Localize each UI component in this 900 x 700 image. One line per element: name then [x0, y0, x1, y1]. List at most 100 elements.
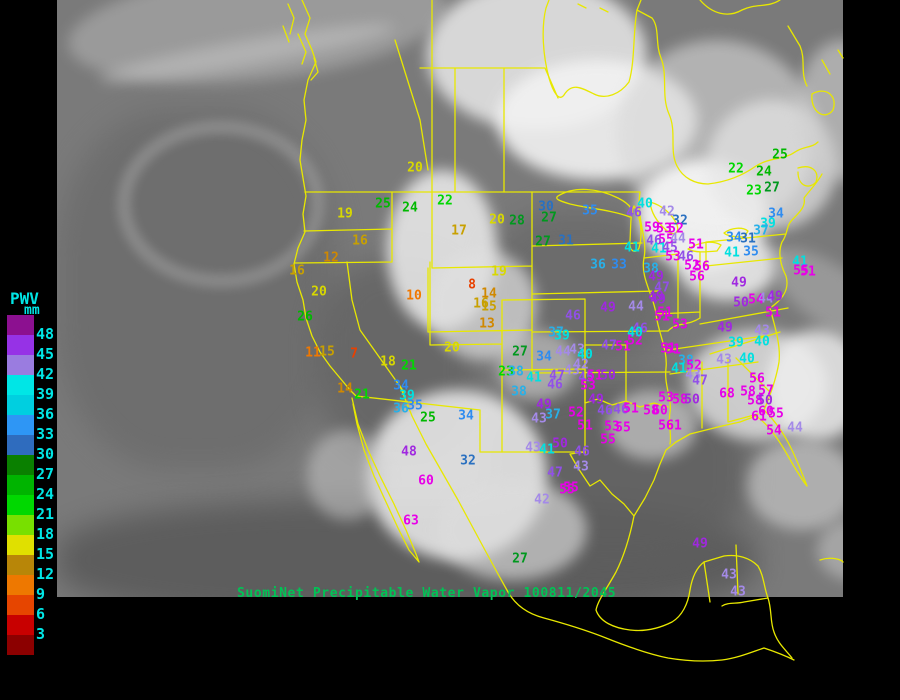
- station-pwv-value: 26: [297, 309, 313, 325]
- station-pwv-value: 43: [531, 411, 547, 427]
- station-pwv-value: 11: [305, 345, 321, 361]
- legend-label: 18: [36, 525, 55, 543]
- station-pwv-value: 34: [393, 378, 409, 394]
- station-pwv-value: 41: [624, 240, 640, 256]
- legend-label: 9: [36, 585, 46, 603]
- legend-label: 36: [36, 405, 55, 423]
- station-pwv-value: 33: [611, 257, 627, 273]
- station-pwv-value: 27: [512, 551, 528, 567]
- legend-label: 30: [36, 445, 55, 463]
- station-pwv-value: 32: [672, 213, 688, 229]
- station-pwv-value: 51: [577, 418, 593, 434]
- legend-swatch: [7, 515, 34, 535]
- station-pwv-value: 35: [582, 203, 598, 219]
- station-pwv-value: 22: [437, 193, 453, 209]
- station-pwv-value: 43: [754, 323, 770, 339]
- station-pwv-value: 47: [547, 465, 563, 481]
- station-pwv-value: 52: [568, 405, 584, 421]
- station-pwv-value: 46: [613, 402, 629, 418]
- station-pwv-value: 49: [731, 275, 747, 291]
- station-pwv-value: 16: [473, 296, 489, 312]
- station-pwv-value: 42: [534, 492, 550, 508]
- station-pwv-value: 49: [650, 292, 666, 308]
- station-pwv-value: 43: [569, 342, 585, 358]
- station-pwv-value: 37: [753, 223, 769, 239]
- station-pwv-value: 51: [587, 368, 603, 384]
- station-pwv-value: 55: [658, 232, 674, 248]
- station-pwv-value: 18: [380, 354, 396, 370]
- station-pwv-value: 51: [800, 264, 816, 280]
- station-pwv-value: 38: [678, 353, 694, 369]
- station-pwv-value: 45: [662, 240, 678, 256]
- station-pwv-value: 37: [545, 407, 561, 423]
- station-pwv-value: 43: [716, 352, 732, 368]
- station-pwv-value: 51: [615, 339, 631, 355]
- station-pwv-value: 47: [692, 373, 708, 389]
- station-pwv-value: 35: [407, 398, 423, 414]
- station-pwv-value: 12: [323, 250, 339, 266]
- station-pwv-value: 23: [498, 364, 514, 380]
- station-pwv-value: 50: [684, 392, 700, 408]
- station-pwv-value: 49: [600, 300, 616, 316]
- station-pwv-value: 46: [632, 321, 648, 337]
- station-pwv-value: 68: [719, 386, 735, 402]
- station-pwv-value: 52: [668, 221, 684, 237]
- station-pwv-value: 20: [311, 284, 327, 300]
- station-pwv-value: 35: [743, 244, 759, 260]
- station-pwv-value: 43: [564, 363, 580, 379]
- station-pwv-value: 50: [733, 295, 749, 311]
- legend-label: 15: [36, 545, 55, 563]
- station-pwv-value: 46: [597, 403, 613, 419]
- station-pwv-value: 43: [730, 584, 746, 600]
- station-pwv-value: 36: [393, 401, 409, 417]
- station-pwv-value: 55: [600, 432, 616, 448]
- station-pwv-value: 39: [554, 328, 570, 344]
- station-pwv-value: 38: [511, 384, 527, 400]
- station-pwv-value: 54: [748, 292, 764, 308]
- station-pwv-value: 55: [615, 420, 631, 436]
- legend-swatch: [7, 475, 34, 495]
- station-pwv-value: 46: [626, 205, 642, 221]
- station-pwv-value: 27: [541, 210, 557, 226]
- station-pwv-value: 45: [578, 370, 594, 386]
- station-pwv-value: 30: [538, 199, 554, 215]
- station-pwv-value: 51: [654, 309, 670, 325]
- station-pwv-value: 40: [754, 334, 770, 350]
- station-pwv-value: 51: [688, 237, 704, 253]
- station-pwv-value: 38: [643, 261, 659, 277]
- station-pwv-value: 50: [552, 436, 568, 452]
- station-pwv-value: 42: [573, 357, 589, 373]
- station-pwv-value: 58: [672, 392, 688, 408]
- station-pwv-value: 41: [724, 245, 740, 261]
- station-pwv-value: 46: [646, 233, 662, 249]
- legend-swatch: [7, 335, 34, 355]
- station-pwv-value: 46: [565, 308, 581, 324]
- station-pwv-value: 52: [684, 258, 700, 274]
- station-pwv-value: 24: [756, 164, 772, 180]
- station-pwv-value: 63: [403, 513, 419, 529]
- station-pwv-value: 23: [746, 183, 762, 199]
- legend-swatch: [7, 575, 34, 595]
- station-pwv-value: 60: [652, 403, 668, 419]
- station-pwv-value: 41: [792, 254, 808, 270]
- station-pwv-value: 8: [468, 277, 476, 293]
- station-pwv-value: 57: [758, 383, 774, 399]
- station-pwv-value: 27: [535, 234, 551, 250]
- station-pwv-value: 55: [559, 482, 575, 498]
- station-pwv-value: 50: [600, 368, 616, 384]
- station-pwv-value: 20: [444, 340, 460, 356]
- station-pwv-value: 14: [481, 286, 497, 302]
- legend-label: 42: [36, 365, 55, 383]
- legend-label: 39: [36, 385, 55, 403]
- legend-swatch: [7, 635, 34, 655]
- station-pwv-value: 47: [654, 280, 670, 296]
- station-pwv-value: 15: [481, 299, 497, 315]
- station-pwv-value: 54: [766, 423, 782, 439]
- station-pwv-value: 53: [672, 317, 688, 333]
- station-pwv-value: 47: [549, 368, 565, 384]
- legend-unit: mm: [24, 303, 40, 318]
- station-pwv-value: 20: [489, 212, 505, 228]
- station-pwv-value: 31: [740, 231, 756, 247]
- station-pwv-value: 14: [337, 381, 353, 397]
- station-pwv-value: 41: [526, 370, 542, 386]
